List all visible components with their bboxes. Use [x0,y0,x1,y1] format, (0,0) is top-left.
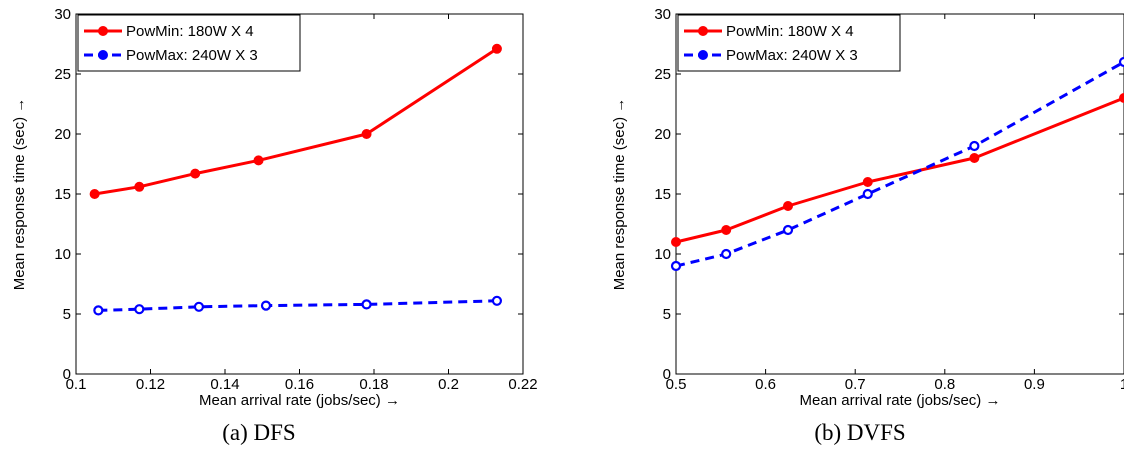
y-tick-label: 5 [663,306,671,323]
data-point [89,189,100,199]
legend-marker [98,26,108,36]
y-tick-label: 0 [63,366,71,383]
data-point [361,299,372,310]
y-tick-label: 30 [54,6,71,23]
y-tick-label: 0 [663,366,671,383]
data-point [1118,56,1124,68]
data-point [721,225,732,235]
series-powmin [89,43,502,199]
y-tick-label: 25 [654,66,671,83]
x-tick-label: 0.1 [66,376,87,393]
y-tick-label: 20 [54,126,71,143]
chart-panel-dvfs: 0.50.60.70.80.91051015202530Mean arrival… [611,6,1124,445]
x-tick-label: 0.7 [845,376,866,393]
x-tick-label: 0.16 [285,376,314,393]
x-tick-label: 1 [1120,376,1124,393]
panel-caption: (a) DFS [222,420,295,445]
legend-entry: PowMax: 240W X 3 [726,47,858,64]
data-point [491,43,502,54]
data-point [193,301,205,312]
data-point [671,237,681,247]
x-tick-label: 0.18 [359,376,388,393]
data-point [783,201,793,211]
data-point [862,188,873,200]
x-tick-label: 0.9 [1024,376,1045,393]
y-tick-label: 15 [654,186,671,203]
legend-entry: PowMax: 240W X 3 [126,47,258,64]
data-point [253,155,264,166]
data-point [190,168,201,179]
y-tick-label: 25 [54,66,71,83]
legend-marker [98,50,108,60]
series-line [675,96,1124,244]
data-point [134,181,145,192]
data-point [670,260,682,272]
y-tick-label: 10 [654,246,671,263]
y-tick-label: 30 [654,6,671,23]
y-tick-label: 15 [54,186,71,203]
chart-panel-dfs: 0.1 0.12 0.14 0.16 0.18 0.2 0.22 0 5 10 15 20 25 30 Me… [11,6,538,445]
legend-marker [698,50,708,60]
x-tick-label: 0.2 [438,376,459,393]
legend-entry: PowMin: 180W X 4 [726,23,854,40]
data-point [969,153,980,163]
x-tick-label: 0.14 [210,376,239,393]
series-powmin [671,93,1124,247]
series-line [98,299,497,312]
legend: PowMin: 180W X 4 PowMax: 240W X 3 [677,14,901,72]
legend-marker [698,26,708,36]
data-point [969,140,980,152]
data-point [361,129,372,139]
data-point [721,248,732,260]
series-powmax [670,56,1124,272]
x-tick-label: 0.22 [508,376,537,393]
y-tick-label: 10 [54,246,71,263]
x-tick-label: 0.12 [136,376,165,393]
x-tick-label: 0.5 [666,376,687,393]
data-point [491,295,503,306]
y-axis-label: Mean response time (sec) → [11,98,28,291]
series-powmax [93,295,503,316]
legend-entry: PowMin: 180W X 4 [126,23,254,40]
x-tick-label: 0.6 [755,376,776,393]
y-tick-label: 5 [63,306,71,323]
data-point [1119,93,1124,103]
data-point [134,304,145,315]
data-point [93,305,104,316]
x-axis-label: Mean arrival rate (jobs/sec) → [800,392,1001,409]
legend-box [677,14,901,72]
x-tick-label: 0.8 [934,376,955,393]
legend: PowMin: 180W X 4 PowMax: 240W X 3 [77,14,301,72]
panel-caption: (b) DVFS [814,420,905,445]
series-line [675,60,1124,268]
series-line [94,47,498,196]
data-point [260,300,272,311]
data-point [782,224,794,236]
y-tick-label: 20 [654,126,671,143]
data-point [862,177,873,187]
x-axis-label: Mean arrival rate (jobs/sec) → [199,392,400,409]
y-axis-label: Mean response time (sec) → [611,98,628,291]
legend-box [77,14,301,72]
